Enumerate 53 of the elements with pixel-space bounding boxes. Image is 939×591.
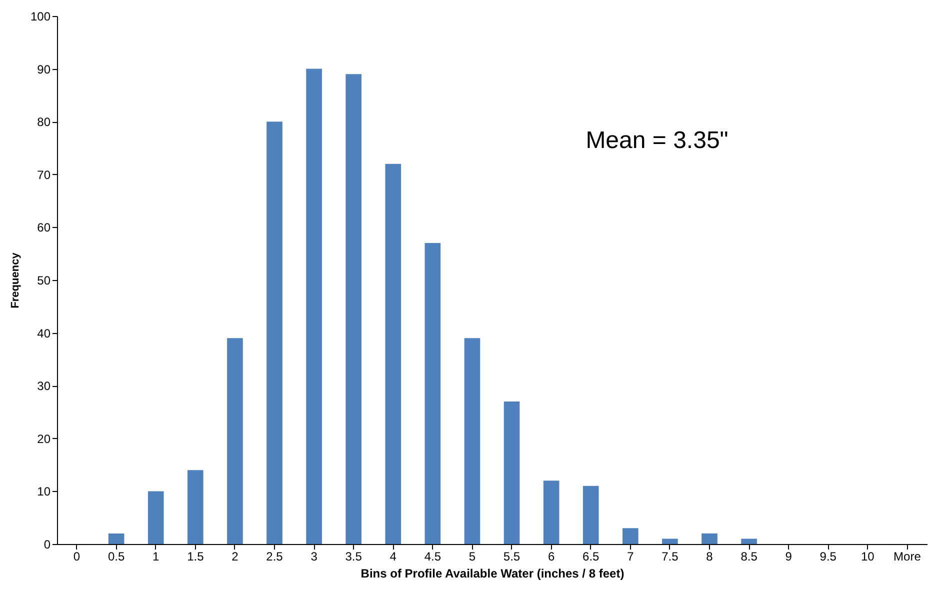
x-tick-label: 3 (310, 550, 318, 564)
x-tick-label: 9 (785, 550, 792, 564)
x-tick-label: 4.5 (424, 550, 442, 564)
annotation: Mean = 3.35" (586, 127, 728, 154)
bar (385, 164, 402, 544)
bar (266, 122, 282, 544)
bar (306, 68, 322, 544)
bar (543, 480, 560, 544)
x-tick-label: 6 (548, 550, 555, 564)
x-tick-label: 3.5 (345, 550, 362, 564)
bar (741, 538, 757, 544)
x-tick-label: 4 (390, 550, 397, 564)
y-tick-label: 20 (37, 432, 51, 446)
x-tick-label: 0.5 (108, 550, 125, 564)
x-tick-label: 0 (73, 550, 80, 564)
y-tick-label: 0 (44, 538, 51, 552)
y-tick-label: 100 (30, 10, 51, 24)
x-tick-label: 1.5 (187, 550, 204, 564)
bar (702, 533, 718, 544)
bar (504, 401, 520, 544)
x-tick-label: 6.5 (582, 550, 600, 564)
bar (188, 470, 204, 544)
bar (464, 338, 480, 544)
x-tick-label: 8.5 (740, 550, 758, 564)
x-tick-label: 5 (468, 550, 476, 564)
x-tick-label: 1 (152, 550, 160, 564)
y-axis-title: Frequency (9, 252, 22, 308)
bar (622, 528, 638, 544)
bar (662, 538, 678, 544)
x-tick-label: 2.5 (266, 550, 284, 564)
x-tick-label: 9.5 (820, 550, 837, 564)
x-tick-label: 7.5 (662, 550, 679, 564)
y-tick-label: 10 (37, 484, 51, 499)
y-tick-label: 40 (37, 326, 51, 340)
x-tick-label: 5.5 (503, 550, 520, 564)
y-tick-label: 70 (37, 168, 51, 182)
x-tick-label: More (894, 550, 922, 564)
bar (108, 533, 124, 544)
y-tick-label: 50 (37, 274, 51, 288)
bar (148, 491, 164, 544)
y-tick-label: 30 (37, 379, 51, 394)
x-tick-label: 7 (627, 550, 634, 564)
bar (424, 243, 441, 544)
bar (346, 74, 362, 544)
y-tick-label: 90 (37, 62, 51, 76)
x-tick-label: 10 (861, 550, 875, 564)
y-tick-label: 80 (37, 115, 51, 130)
bar (227, 338, 243, 544)
x-tick-label: 8 (706, 550, 714, 564)
y-tick-label: 60 (37, 220, 51, 235)
bar (582, 486, 599, 544)
x-tick-label: 2 (232, 550, 239, 564)
x-axis-title: Bins of Profile Available Water (inches / 8 feet) (360, 566, 624, 580)
